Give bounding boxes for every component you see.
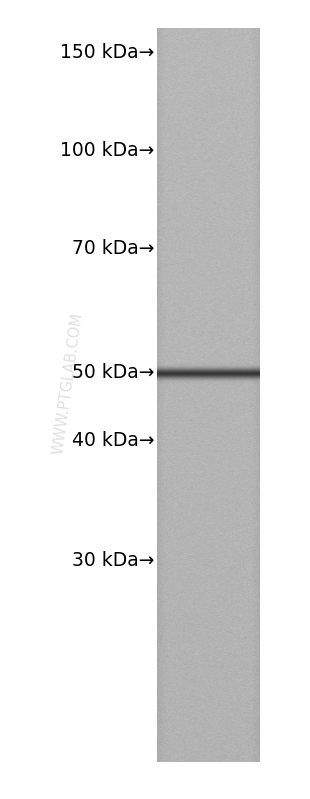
Text: WWW.PTGLAB.COM: WWW.PTGLAB.COM — [51, 312, 86, 455]
Text: 100 kDa→: 100 kDa→ — [60, 141, 155, 160]
Text: 40 kDa→: 40 kDa→ — [72, 431, 155, 450]
Text: 30 kDa→: 30 kDa→ — [72, 551, 155, 570]
Text: 150 kDa→: 150 kDa→ — [60, 42, 155, 62]
Text: 50 kDa→: 50 kDa→ — [72, 364, 155, 383]
Text: 70 kDa→: 70 kDa→ — [72, 238, 155, 257]
